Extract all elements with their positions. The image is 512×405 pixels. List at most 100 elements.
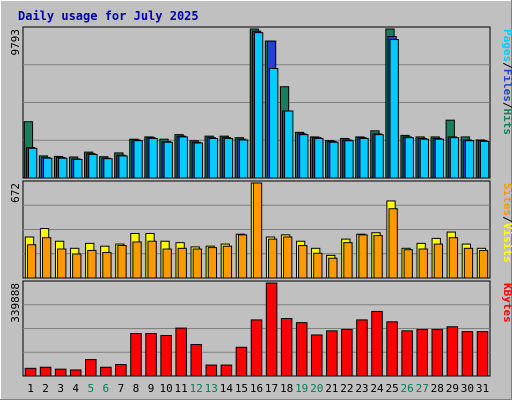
bar-pages-day-28: [434, 138, 445, 179]
x-tick-label: 15: [235, 382, 248, 395]
bar-pages-day-20: [314, 137, 324, 179]
bar-kbytes-day-25: [386, 321, 398, 377]
y-max-label: 339888: [9, 283, 22, 323]
x-tick-label: 9: [148, 382, 155, 395]
bar-kbytes-day-20: [310, 334, 323, 377]
bar-sites-day-29: [448, 237, 459, 279]
chart-panels: 9793Pages/Files/Hits672Sites/Visits33988…: [9, 26, 512, 377]
bar-sites-day-28: [433, 243, 443, 279]
bar-pages-day-21: [329, 141, 339, 179]
x-tick-label: 22: [340, 382, 353, 395]
bar-pages-day-16: [253, 32, 264, 179]
x-tick-label: 24: [370, 382, 384, 395]
bar-sites-day-5: [87, 249, 97, 279]
legend-sites: Sites: [501, 183, 512, 216]
legend-pages: Pages: [501, 29, 512, 62]
bar-kbytes-day-14: [220, 364, 233, 377]
legend-visits: Visits: [501, 223, 512, 263]
bar-sites-day-1: [26, 244, 37, 279]
bar-sites-day-20: [313, 252, 323, 279]
bar-pages-day-18: [284, 110, 294, 179]
bar-kbytes-day-7: [115, 364, 127, 377]
bar-sites-day-27: [418, 248, 428, 279]
bar-kbytes-day-6: [100, 366, 112, 377]
bar-pages-day-3: [58, 157, 68, 179]
x-tick-label: 10: [159, 382, 172, 395]
bar-kbytes-day-4: [69, 369, 82, 377]
bar-pages-day-4: [73, 158, 83, 179]
legend-files: Files: [501, 69, 512, 102]
bar-pages-day-22: [344, 140, 354, 179]
x-tick-label: 6: [103, 382, 110, 395]
bar-pages-day-9: [148, 137, 158, 179]
legend-labels: Sites/Visits: [501, 183, 512, 263]
x-tick-label: 13: [205, 382, 218, 395]
bar-sites-day-30: [463, 247, 474, 279]
bar-kbytes-day-5: [85, 359, 97, 377]
bar-sites-day-23: [358, 234, 368, 279]
bar-kbytes-day-2: [39, 366, 52, 377]
bar-pages-day-1: [28, 147, 38, 179]
legend-labels: Pages/Files/Hits: [501, 29, 512, 135]
bar-pages-day-2: [43, 157, 53, 179]
bar-kbytes-day-13: [205, 364, 218, 377]
bar-kbytes-day-24: [371, 310, 383, 377]
bar-sites-day-11: [177, 247, 187, 279]
bar-kbytes-day-31: [476, 331, 489, 377]
legend-labels: KBytes: [501, 283, 512, 323]
bar-kbytes-day-17: [265, 282, 278, 377]
bar-kbytes-day-1: [24, 367, 37, 377]
bar-sites-day-9: [147, 240, 157, 279]
bar-kbytes-day-3: [54, 368, 67, 377]
x-tick-label: 26: [401, 382, 414, 395]
panel-bottom: 339888 KBytes: [9, 280, 512, 377]
bar-kbytes-day-27: [416, 328, 428, 377]
y-max-label: 672: [9, 183, 22, 203]
bar-pages-day-27: [419, 138, 429, 179]
x-tick-label: 8: [133, 382, 140, 395]
bar-pages-day-17: [269, 67, 279, 179]
bar-kbytes-day-29: [446, 326, 459, 377]
legend-hits: Hits: [501, 109, 512, 136]
bar-sites-day-3: [57, 248, 67, 279]
bar-pages-day-19: [299, 134, 309, 179]
x-tick-label: 20: [310, 382, 323, 395]
bar-pages-day-11: [178, 136, 188, 179]
legend-separator: /: [501, 102, 512, 109]
bar-kbytes-day-26: [401, 330, 413, 377]
bar-kbytes-day-19: [295, 322, 308, 377]
bar-sites-day-26: [403, 249, 413, 279]
bar-sites-day-8: [132, 241, 142, 279]
x-tick-label: 25: [385, 382, 398, 395]
bar-sites-day-6: [102, 252, 112, 279]
panel-middle: 672 Sites/Visits: [9, 180, 512, 279]
bar-sites-day-21: [328, 257, 338, 279]
bar-sites-day-12: [192, 248, 202, 279]
bar-sites-day-10: [162, 248, 172, 279]
bar-pages-day-5: [88, 153, 98, 179]
x-tick-label: 17: [265, 382, 278, 395]
y-max-label: 9793: [9, 29, 22, 56]
bar-pages-day-7: [118, 155, 128, 179]
x-tick-label: 16: [250, 382, 263, 395]
bar-sites-day-24: [373, 235, 383, 279]
bar-pages-day-25: [389, 39, 399, 179]
bar-sites-day-17: [267, 238, 278, 279]
legend-separator: /: [501, 62, 512, 69]
x-axis-day-labels: 1 2 3 4 5 6 7 8 9 10 11 12 13 14 15 16 17 18 19 20 21 22 23 24 2…: [27, 382, 489, 395]
x-tick-label: 5: [87, 382, 94, 395]
x-tick-label: 1: [27, 382, 34, 395]
bar-pages-day-8: [133, 140, 143, 179]
x-tick-label: 2: [42, 382, 49, 395]
x-tick-label: 27: [416, 382, 429, 395]
bar-kbytes-day-15: [235, 346, 248, 377]
bar-kbytes-day-9: [145, 333, 157, 377]
bar-kbytes-day-8: [130, 333, 142, 377]
bar-sites-day-16: [252, 182, 263, 279]
bar-pages-day-6: [103, 158, 113, 179]
x-tick-label: 29: [446, 382, 459, 395]
bar-sites-day-31: [478, 249, 489, 279]
bar-sites-day-2: [42, 237, 52, 279]
